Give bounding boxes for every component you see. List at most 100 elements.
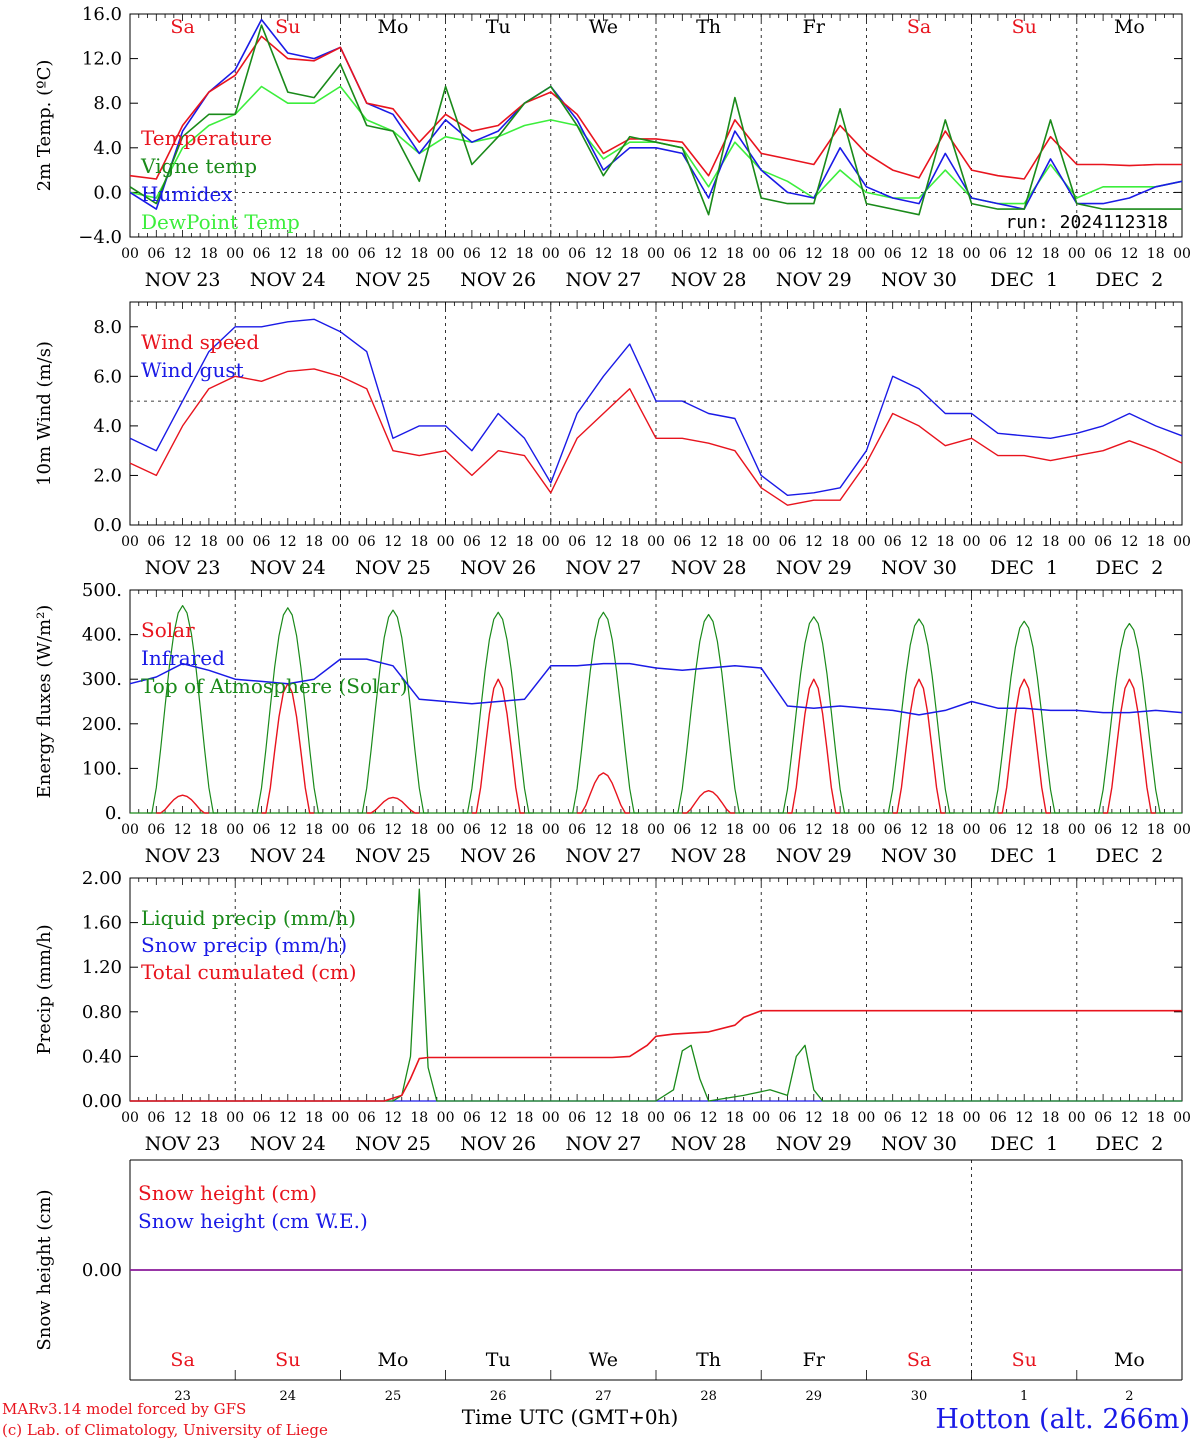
hour-label: 18 xyxy=(516,246,534,262)
hour-label: 12 xyxy=(910,822,928,838)
hour-label: 12 xyxy=(384,246,402,262)
run-label: run: 2024112318 xyxy=(1005,212,1168,233)
hour-label: 18 xyxy=(516,822,534,838)
day-label: Su xyxy=(275,16,300,38)
day-label: Tu xyxy=(486,16,511,38)
day-label: Th xyxy=(696,16,721,38)
hour-label: 00 xyxy=(121,1110,139,1126)
series-line-temperature xyxy=(129,35,1182,180)
hour-label: 18 xyxy=(200,1110,218,1126)
hour-label: 06 xyxy=(989,822,1007,838)
credit-line-2: (c) Lab. of Climatology, University of L… xyxy=(2,1421,328,1439)
series-line-toa-solar xyxy=(357,609,429,814)
hour-label: 18 xyxy=(936,822,954,838)
y-tick-label: 0.40 xyxy=(82,1046,122,1067)
hour-label: 06 xyxy=(358,246,376,262)
y-tick-label: 300. xyxy=(82,669,122,690)
hour-label: 12 xyxy=(805,534,823,550)
y-tick-label: 400. xyxy=(82,625,122,646)
y-tick-label: 100. xyxy=(82,758,122,779)
date-label: DEC 2 xyxy=(1095,845,1163,867)
date-label: NOV 29 xyxy=(776,845,852,867)
series-line-liquid-precip xyxy=(130,888,1182,1102)
hour-label: 12 xyxy=(489,822,507,838)
hour-label: 18 xyxy=(1147,246,1165,262)
hour-label: 06 xyxy=(884,822,902,838)
y-tick-label: 2.0 xyxy=(93,465,122,486)
series-line-solar xyxy=(892,678,946,814)
day-label: Th xyxy=(696,1349,721,1371)
day-label: Su xyxy=(1012,1349,1037,1371)
y-axis-label: Energy fluxes (W/m²) xyxy=(34,605,55,799)
hour-label: 12 xyxy=(805,246,823,262)
hour-label: 06 xyxy=(673,246,691,262)
day-number: 2 xyxy=(1125,1389,1133,1404)
hour-label: 12 xyxy=(594,1110,612,1126)
hour-label: 06 xyxy=(463,1110,481,1126)
hour-label: 00 xyxy=(437,246,455,262)
hour-label: 12 xyxy=(1015,246,1033,262)
day-number: 27 xyxy=(595,1389,612,1404)
hour-label: 12 xyxy=(279,246,297,262)
hour-label: 06 xyxy=(568,1110,586,1126)
day-number: 24 xyxy=(280,1389,297,1404)
series-line-solar xyxy=(1103,678,1156,814)
legend-entry: Snow height (cm W.E.) xyxy=(138,1209,368,1233)
hour-label: 00 xyxy=(226,822,244,838)
hour-label: 00 xyxy=(331,246,349,262)
day-number: 26 xyxy=(490,1389,507,1404)
day-number: 23 xyxy=(174,1389,191,1404)
day-label: Sa xyxy=(170,16,194,38)
hour-label: 06 xyxy=(1094,822,1112,838)
hour-label: 06 xyxy=(989,246,1007,262)
hour-label: 00 xyxy=(437,822,455,838)
hour-label: 18 xyxy=(410,822,428,838)
y-tick-label: 1.20 xyxy=(82,957,122,978)
date-label: DEC 1 xyxy=(990,269,1058,291)
series-line-dewpoint-temp xyxy=(129,85,1183,205)
date-label: NOV 25 xyxy=(355,845,431,867)
hour-label: 06 xyxy=(884,534,902,550)
date-label: NOV 29 xyxy=(776,269,852,291)
hour-label: 18 xyxy=(726,822,744,838)
day-label: Mo xyxy=(378,16,409,38)
series-line-humidex xyxy=(129,18,1183,210)
hour-label: 00 xyxy=(437,1110,455,1126)
date-label: NOV 24 xyxy=(250,557,326,579)
legend-entry: Wind speed xyxy=(141,330,259,354)
hour-label: 06 xyxy=(1094,246,1112,262)
day-label: Fr xyxy=(803,16,826,38)
legend-entry: Snow height (cm) xyxy=(138,1181,317,1205)
hour-label: 12 xyxy=(279,1110,297,1126)
hour-label: 12 xyxy=(1015,822,1033,838)
hour-label: 00 xyxy=(857,822,875,838)
hour-label: 18 xyxy=(621,1110,639,1126)
hour-label: 00 xyxy=(1173,246,1191,262)
date-label: NOV 30 xyxy=(881,845,957,867)
day-label: We xyxy=(589,16,618,38)
hour-label: 00 xyxy=(647,246,665,262)
day-label: Mo xyxy=(378,1349,409,1371)
hour-label: 00 xyxy=(752,1110,770,1126)
hour-label: 12 xyxy=(1120,246,1138,262)
day-label: Sa xyxy=(170,1349,194,1371)
series-line-toa-solar xyxy=(463,611,534,814)
hour-label: 18 xyxy=(305,534,323,550)
hour-label: 12 xyxy=(1120,822,1138,838)
legend-entry: Humidex xyxy=(141,182,233,206)
hour-label: 00 xyxy=(437,534,455,550)
hour-label: 06 xyxy=(884,1110,902,1126)
date-label: NOV 25 xyxy=(355,269,431,291)
series-line-toa-solar xyxy=(883,618,955,814)
hour-label: 06 xyxy=(673,534,691,550)
hour-label: 00 xyxy=(1173,1110,1191,1126)
hour-label: 06 xyxy=(989,534,1007,550)
date-label: NOV 29 xyxy=(776,1133,852,1155)
hour-label: 18 xyxy=(621,246,639,262)
x-axis-title: Time UTC (GMT+0h) xyxy=(462,1405,679,1429)
hour-label: 06 xyxy=(1094,1110,1112,1126)
hour-label: 00 xyxy=(331,822,349,838)
hour-label: 12 xyxy=(384,534,402,550)
series-line-solar xyxy=(366,796,420,814)
hour-label: 06 xyxy=(463,246,481,262)
